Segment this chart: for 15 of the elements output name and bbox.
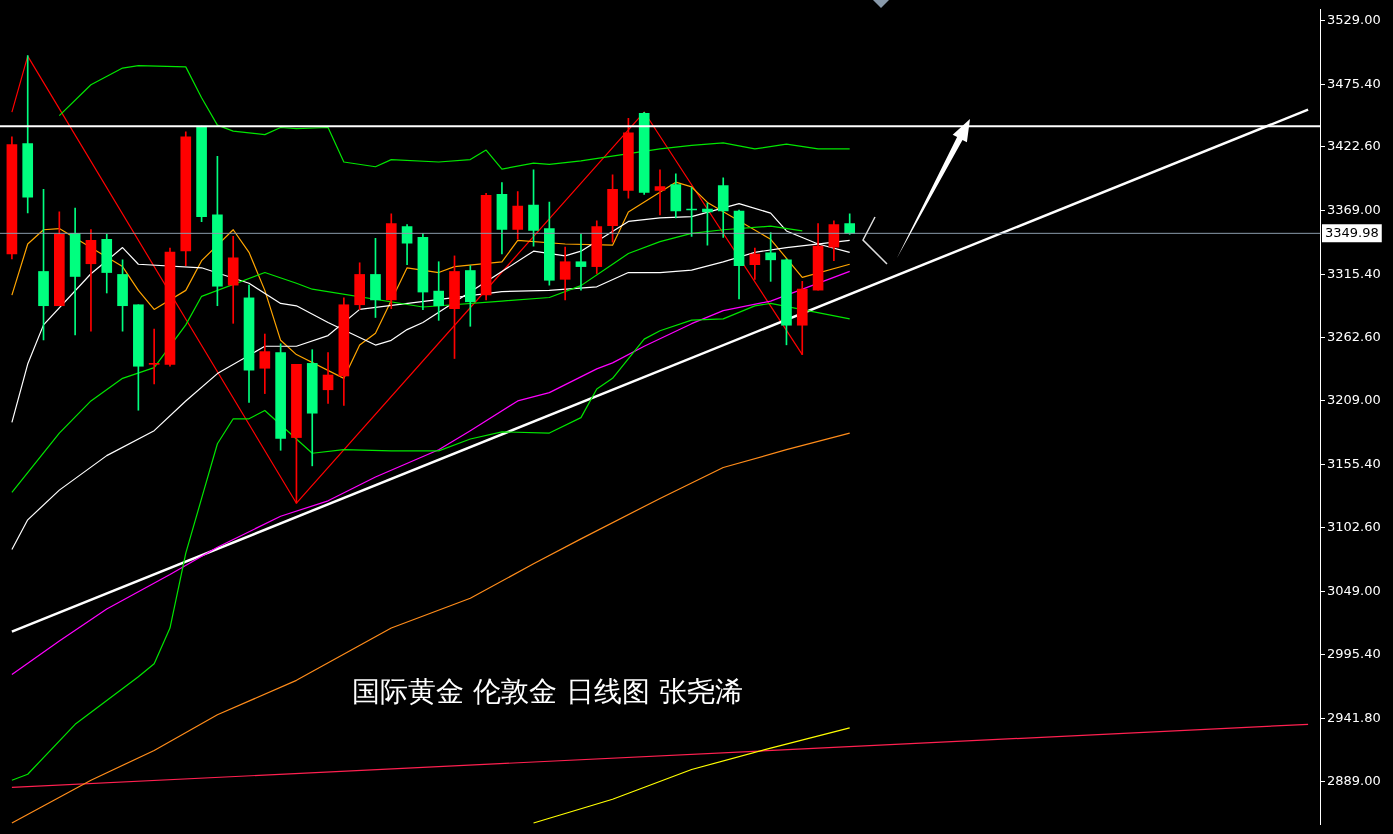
y-tick-label: 2941.80 [1327, 710, 1381, 725]
y-tick-label: 3155.40 [1327, 456, 1381, 472]
y-tick-label: 3315.40 [1327, 265, 1381, 281]
ref-line-label: 3349.98 [1325, 224, 1379, 240]
annotation: 国际黄金 伦敦金 日线图 张尧浠 [352, 675, 744, 709]
y-tick-label: 2889.00 [1327, 772, 1381, 788]
y-tick-label: 3049.00 [1327, 582, 1381, 598]
y-tick-label: 3475.40 [1327, 75, 1381, 91]
y-tick-label: 2995.40 [1327, 646, 1381, 662]
y-tick-label: 3369.00 [1327, 202, 1381, 218]
y-tick-label: 3529.00 [1327, 11, 1381, 27]
y-tick-label: 3102.60 [1327, 518, 1381, 534]
y-tick-label: 3209.00 [1327, 392, 1381, 408]
y-tick-label: 3262.60 [1327, 328, 1381, 344]
y-tick-label: 3422.60 [1327, 138, 1381, 154]
